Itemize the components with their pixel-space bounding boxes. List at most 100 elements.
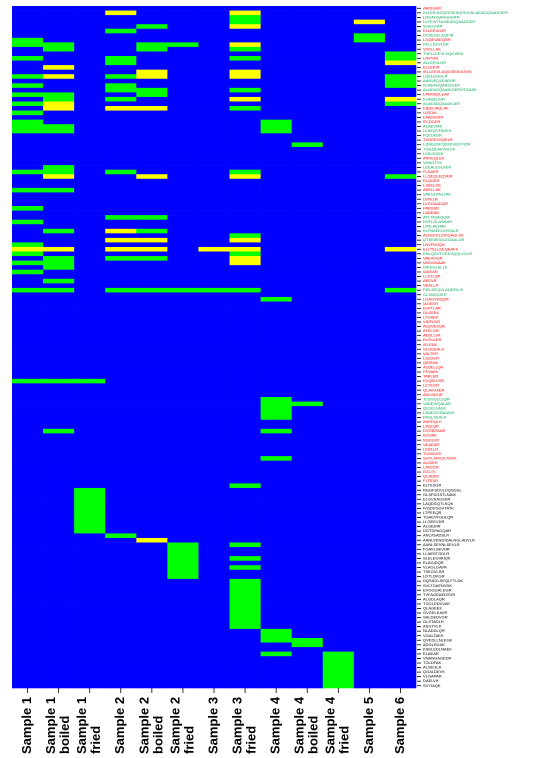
heat-cell xyxy=(384,215,417,220)
heat-cell xyxy=(43,128,75,134)
heat-cell xyxy=(229,260,261,266)
heat-cell xyxy=(384,683,417,689)
heat-cell xyxy=(43,96,75,102)
heat-cell xyxy=(167,547,199,552)
heat-cell xyxy=(105,556,137,561)
heat-cell xyxy=(74,28,106,34)
heat-cell xyxy=(105,110,137,116)
heat-cell xyxy=(105,424,137,430)
heat-cell xyxy=(384,606,417,612)
heat-cell xyxy=(74,506,106,511)
heat-cell xyxy=(322,133,355,139)
row-label: QTSEIIEIGLEGAALDR xyxy=(423,237,464,242)
heat-cell xyxy=(167,278,199,284)
heat-cell xyxy=(136,669,168,675)
heat-cell xyxy=(12,615,44,621)
row-label: SVYIAQK xyxy=(423,683,441,688)
heat-cell xyxy=(43,465,75,471)
heat-cell xyxy=(43,37,75,43)
heat-cell xyxy=(74,556,106,561)
heat-cell xyxy=(136,46,168,52)
heat-cell xyxy=(260,215,292,220)
heat-cell xyxy=(384,528,417,534)
heat-cell xyxy=(12,83,44,89)
heat-cell xyxy=(322,606,355,612)
heat-cell xyxy=(291,510,324,516)
heat-cell xyxy=(353,519,386,525)
heat-cell xyxy=(260,42,292,48)
heat-cell xyxy=(12,174,44,180)
heat-cell xyxy=(167,506,199,511)
heat-cell xyxy=(291,528,324,534)
heat-cell xyxy=(136,237,168,243)
heat-cell xyxy=(384,351,417,357)
heat-cell xyxy=(353,665,386,671)
heat-cell xyxy=(384,656,417,662)
heat-cell xyxy=(322,469,355,475)
heat-cell xyxy=(384,196,417,202)
heat-cell xyxy=(198,178,230,184)
col-label: Sample 6 xyxy=(392,697,407,754)
heat-cell xyxy=(105,287,137,293)
heat-cell xyxy=(353,19,386,25)
heat-cell xyxy=(167,210,199,216)
heat-cell xyxy=(43,533,75,539)
heat-cell xyxy=(353,601,386,607)
heat-cell xyxy=(384,583,417,589)
heat-cell xyxy=(260,537,292,543)
heat-cell xyxy=(291,206,324,211)
heat-cell xyxy=(12,210,44,216)
row-label: ELTESGR xyxy=(423,483,441,488)
heat-cell xyxy=(291,469,324,475)
heat-cell xyxy=(198,665,230,671)
heat-cell xyxy=(136,351,168,357)
heat-cell xyxy=(43,619,75,625)
heat-cell xyxy=(353,142,386,148)
heat-cell xyxy=(12,292,44,298)
heat-cell xyxy=(198,237,230,243)
row-label: LNGAGSADGEERR xyxy=(423,14,460,19)
row-label: LVELEGEK xyxy=(423,151,444,156)
heat-cell xyxy=(322,519,355,525)
heat-cell xyxy=(322,524,355,530)
heat-cell xyxy=(43,224,75,230)
heat-cell xyxy=(12,160,44,166)
heat-cell xyxy=(353,74,386,80)
heat-cell xyxy=(136,533,168,539)
heat-cell xyxy=(322,356,355,361)
heat-cell xyxy=(74,451,106,457)
heat-cell xyxy=(229,310,261,316)
heat-cell xyxy=(105,206,137,211)
heat-cell xyxy=(229,106,261,111)
heat-cell xyxy=(353,319,386,325)
heat-cell xyxy=(198,96,230,102)
heat-cell xyxy=(229,660,261,666)
heat-cell xyxy=(105,306,137,311)
heat-cell xyxy=(136,624,168,630)
heat-cell xyxy=(12,410,44,416)
heat-cell xyxy=(167,669,199,675)
heat-cell xyxy=(353,224,386,230)
heat-cell xyxy=(74,256,106,261)
heat-cell xyxy=(384,569,417,575)
row-label: VGALTAEK xyxy=(423,633,444,638)
heat-cell xyxy=(198,615,230,621)
heat-cell xyxy=(136,560,168,566)
heat-cell xyxy=(384,524,417,530)
heat-cell xyxy=(353,347,386,352)
heat-cell xyxy=(198,578,230,584)
heat-cell xyxy=(322,106,355,111)
heat-cell xyxy=(353,169,386,175)
heat-cell xyxy=(12,424,44,430)
heat-cell xyxy=(43,478,75,484)
heat-cell xyxy=(105,333,137,339)
heat-cell xyxy=(291,587,324,593)
heat-cell xyxy=(167,287,199,293)
heat-cell xyxy=(198,187,230,193)
heat-cell xyxy=(322,569,355,575)
heat-cell xyxy=(12,42,44,48)
heat-cell xyxy=(105,487,137,493)
heat-cell xyxy=(260,542,292,548)
heat-cell xyxy=(12,551,44,557)
heat-cell xyxy=(198,537,230,543)
